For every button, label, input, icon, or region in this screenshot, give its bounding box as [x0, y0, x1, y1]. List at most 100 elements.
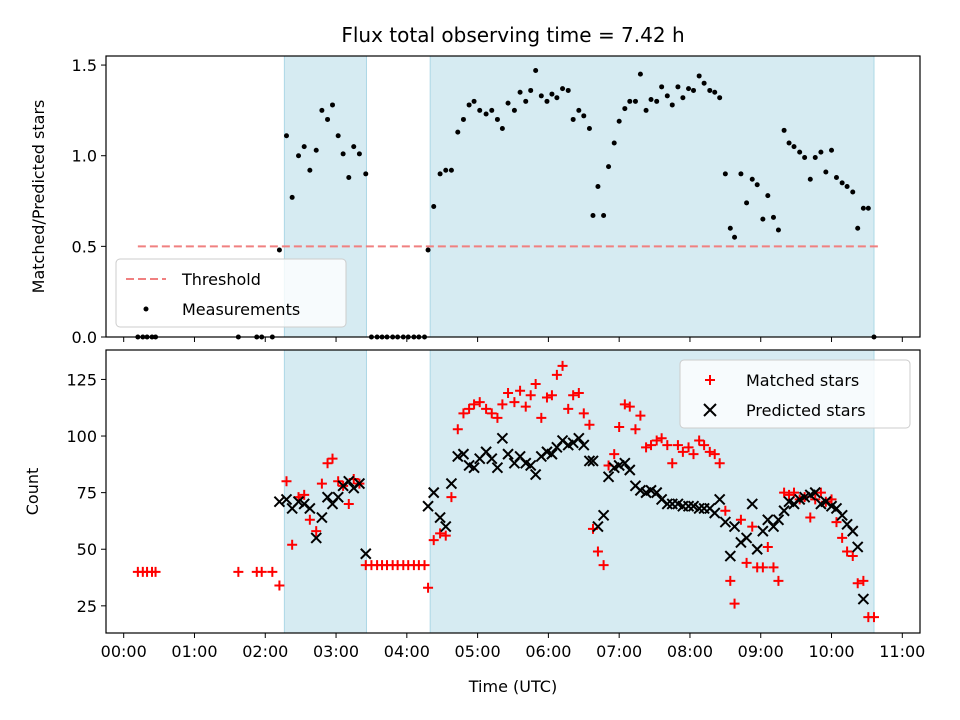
matched-stars-point [598, 560, 609, 571]
y-axis-label: Count [23, 468, 42, 516]
x-tick-label: 01:00 [171, 642, 217, 661]
x-axis-label: Time (UTC) [468, 677, 557, 696]
matched-stars-point [322, 458, 333, 469]
measurements-point [289, 194, 295, 200]
predicted-stars-point [524, 459, 537, 472]
bottom-panel: 25 50 75 100 125 00:00 01:00 02:00 03:00 04:00 05:… [23, 349, 925, 661]
measurements-point [330, 102, 336, 108]
measurements-point [844, 184, 850, 190]
measurements-point [690, 87, 696, 93]
matched-stars-point [837, 532, 848, 543]
matched-stars-point [592, 546, 603, 557]
predicted-stars-point [486, 452, 498, 465]
measurements-point [833, 174, 839, 180]
x-tick-label: 06:00 [525, 642, 571, 661]
measurements-point [437, 171, 443, 177]
matched-stars-point [677, 446, 688, 457]
measurements-point [749, 176, 755, 182]
matched-stars-point [609, 449, 620, 460]
measurements-point [351, 144, 357, 150]
measurements-point [686, 86, 692, 92]
matched-stars-point [520, 401, 531, 412]
predicted-stars-point [847, 525, 859, 537]
measurements-point [565, 87, 571, 93]
measurements-point [643, 107, 649, 113]
matched-stars-point [779, 487, 790, 498]
predicted-stars-point [440, 520, 452, 533]
measurements-point [850, 189, 856, 195]
predicted-stars-point [578, 439, 590, 451]
measurements-point [595, 184, 601, 190]
matched-stars-point [316, 478, 327, 489]
matched-stars-point [256, 566, 267, 577]
measurements-point [744, 200, 750, 206]
matched-stars-point [515, 385, 526, 396]
measurements-point [489, 107, 495, 113]
legend-matched-swatch [705, 375, 715, 385]
measurements-point [637, 71, 643, 77]
measurements-point [770, 214, 776, 220]
matched-stars-point [630, 424, 641, 435]
matched-stars-point [536, 412, 547, 423]
x-tick-label: 07:00 [596, 642, 642, 661]
matched-stars-point [423, 582, 434, 593]
matched-stars-point [688, 449, 699, 460]
matched-stars-point [656, 433, 667, 444]
predicted-stars-point [719, 516, 732, 528]
matched-stars-point [419, 560, 430, 571]
measurements-point [523, 98, 529, 104]
matched-stars-point [568, 390, 579, 401]
predicted-stars-point [778, 505, 790, 517]
predicted-stars-point [316, 511, 328, 524]
measurements-point [680, 95, 686, 101]
predicted-stars-point [852, 541, 864, 553]
x-tick-label: 03:00 [313, 642, 359, 661]
predicted-stars-point [422, 500, 434, 512]
matched-stars-point [458, 408, 469, 419]
measurements-point [570, 116, 576, 122]
measurements-point [356, 151, 362, 157]
predicted-stars-point [457, 448, 470, 460]
matched-stars-point [464, 403, 475, 414]
measurements-point [760, 216, 766, 222]
predicted-stars-point [445, 477, 458, 490]
legend-label: Threshold [181, 270, 261, 289]
predicted-stars-point [468, 462, 480, 474]
predicted-stars-point [321, 491, 334, 503]
predicted-stars-point [772, 514, 785, 526]
measurements-point [791, 144, 797, 150]
matched-stars-point [672, 440, 683, 451]
y-tick-label: 50 [77, 540, 97, 559]
matched-stars-point [530, 378, 541, 389]
measurements-point [443, 167, 449, 173]
matched-stars-point [831, 517, 842, 528]
axes-frame [105, 55, 921, 338]
predicted-stars-point [597, 509, 610, 521]
x-tick-label: 10:00 [808, 642, 854, 661]
matched-stars-point [624, 401, 635, 412]
matched-stars-point [557, 360, 568, 371]
matched-stars-point [720, 505, 731, 516]
matched-stars-point [469, 399, 480, 410]
chart-title: Flux total observing time = 7.42 h [341, 23, 684, 47]
predicted-stars-point [583, 455, 596, 467]
measurements-point [276, 247, 282, 253]
measurements-point [664, 93, 670, 99]
measurements-point [802, 155, 808, 161]
matched-stars-point [747, 521, 758, 532]
x-tick-label: 00:00 [101, 642, 147, 661]
measurements-point [448, 167, 454, 173]
legend-label: Measurements [182, 300, 300, 319]
matched-stars-point [287, 539, 298, 550]
matched-stars-point [858, 575, 869, 586]
matched-stars-point [635, 410, 646, 421]
measurements-point [307, 167, 313, 173]
matched-stars-point [789, 487, 800, 498]
x-tick-label: 04:00 [384, 642, 430, 661]
matched-stars-point [852, 578, 863, 589]
x-tick-label: 08:00 [667, 642, 713, 661]
matched-stars-point [578, 408, 589, 419]
predicted-stars-point [592, 520, 604, 533]
measurements-point [659, 84, 665, 90]
matched-stars-point [563, 403, 574, 414]
